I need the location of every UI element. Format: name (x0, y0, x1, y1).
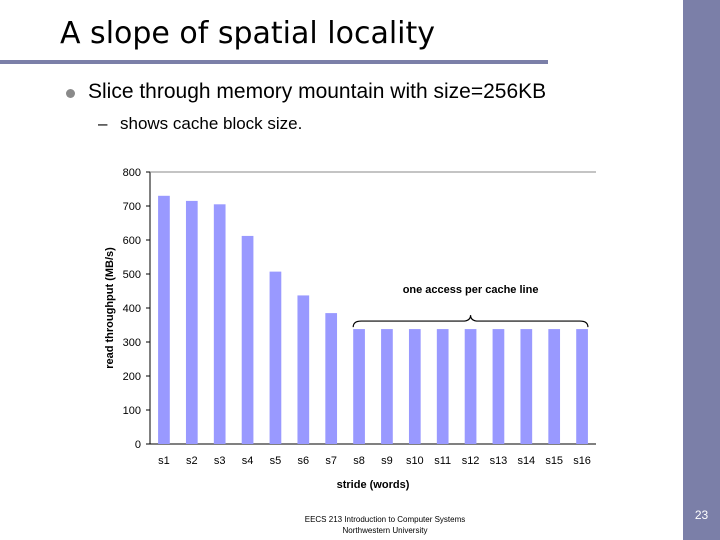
sub-bullet-text: shows cache block size. (120, 114, 303, 133)
x-axis-title: stride (words) (337, 479, 410, 491)
x-tick-label: s6 (298, 455, 310, 467)
bar (492, 329, 505, 444)
bar (325, 313, 338, 444)
x-tick-label: s2 (186, 455, 198, 467)
x-tick-label: s7 (325, 455, 337, 467)
sub-bullet-dash: – (98, 114, 108, 133)
bar (381, 329, 393, 444)
y-tick-label: 600 (123, 235, 141, 247)
y-tick-label: 700 (123, 201, 141, 213)
y-tick-label: 800 (123, 167, 141, 179)
y-tick-label: 400 (123, 303, 141, 315)
bar (213, 204, 226, 444)
x-tick-label: s3 (214, 455, 226, 467)
bar (241, 235, 254, 444)
x-tick-label: s1 (158, 455, 170, 467)
bullet-text: Slice through memory mountain with size=… (88, 80, 547, 103)
x-tick-label: s4 (242, 455, 254, 467)
x-tick-label: s14 (517, 455, 535, 467)
slide-sidebar (683, 0, 720, 540)
bar (158, 195, 170, 444)
annotation-label: one access per cache line (403, 284, 539, 296)
x-tick-label: s8 (353, 455, 365, 467)
bar (269, 271, 282, 444)
bar (185, 200, 198, 444)
page-number: 23 (694, 508, 709, 522)
x-tick-label: s16 (573, 455, 591, 467)
x-tick-label: s10 (406, 455, 424, 467)
x-tick-label: s12 (462, 455, 480, 467)
y-tick-label: 300 (123, 337, 141, 349)
bar (297, 295, 310, 444)
x-tick-label: s11 (434, 455, 451, 467)
bullet-dot-icon (66, 89, 75, 98)
y-tick-label: 500 (123, 269, 141, 281)
y-tick-label: 0 (135, 439, 141, 451)
bar (408, 329, 421, 444)
x-tick-label: s9 (381, 455, 393, 467)
bar (353, 329, 365, 444)
footer: EECS 213 Introduction to Computer System… (270, 514, 500, 536)
title-underline (0, 60, 548, 64)
x-tick-label: s5 (270, 455, 282, 467)
bar (576, 329, 588, 444)
bar (548, 329, 561, 444)
x-tick-label: s13 (490, 455, 508, 467)
y-tick-label: 100 (123, 405, 141, 417)
bar (464, 329, 477, 444)
y-axis-title: read throughput (MB/s) (104, 247, 116, 369)
bar (436, 329, 449, 444)
bar (520, 329, 533, 444)
annotation-brace (352, 315, 589, 328)
footer-course: EECS 213 Introduction to Computer System… (304, 515, 466, 524)
footer-university: Northwestern University (342, 526, 428, 535)
y-tick-label: 200 (123, 371, 141, 383)
x-tick-label: s15 (545, 455, 563, 467)
slide-title: A slope of spatial locality (60, 16, 436, 51)
